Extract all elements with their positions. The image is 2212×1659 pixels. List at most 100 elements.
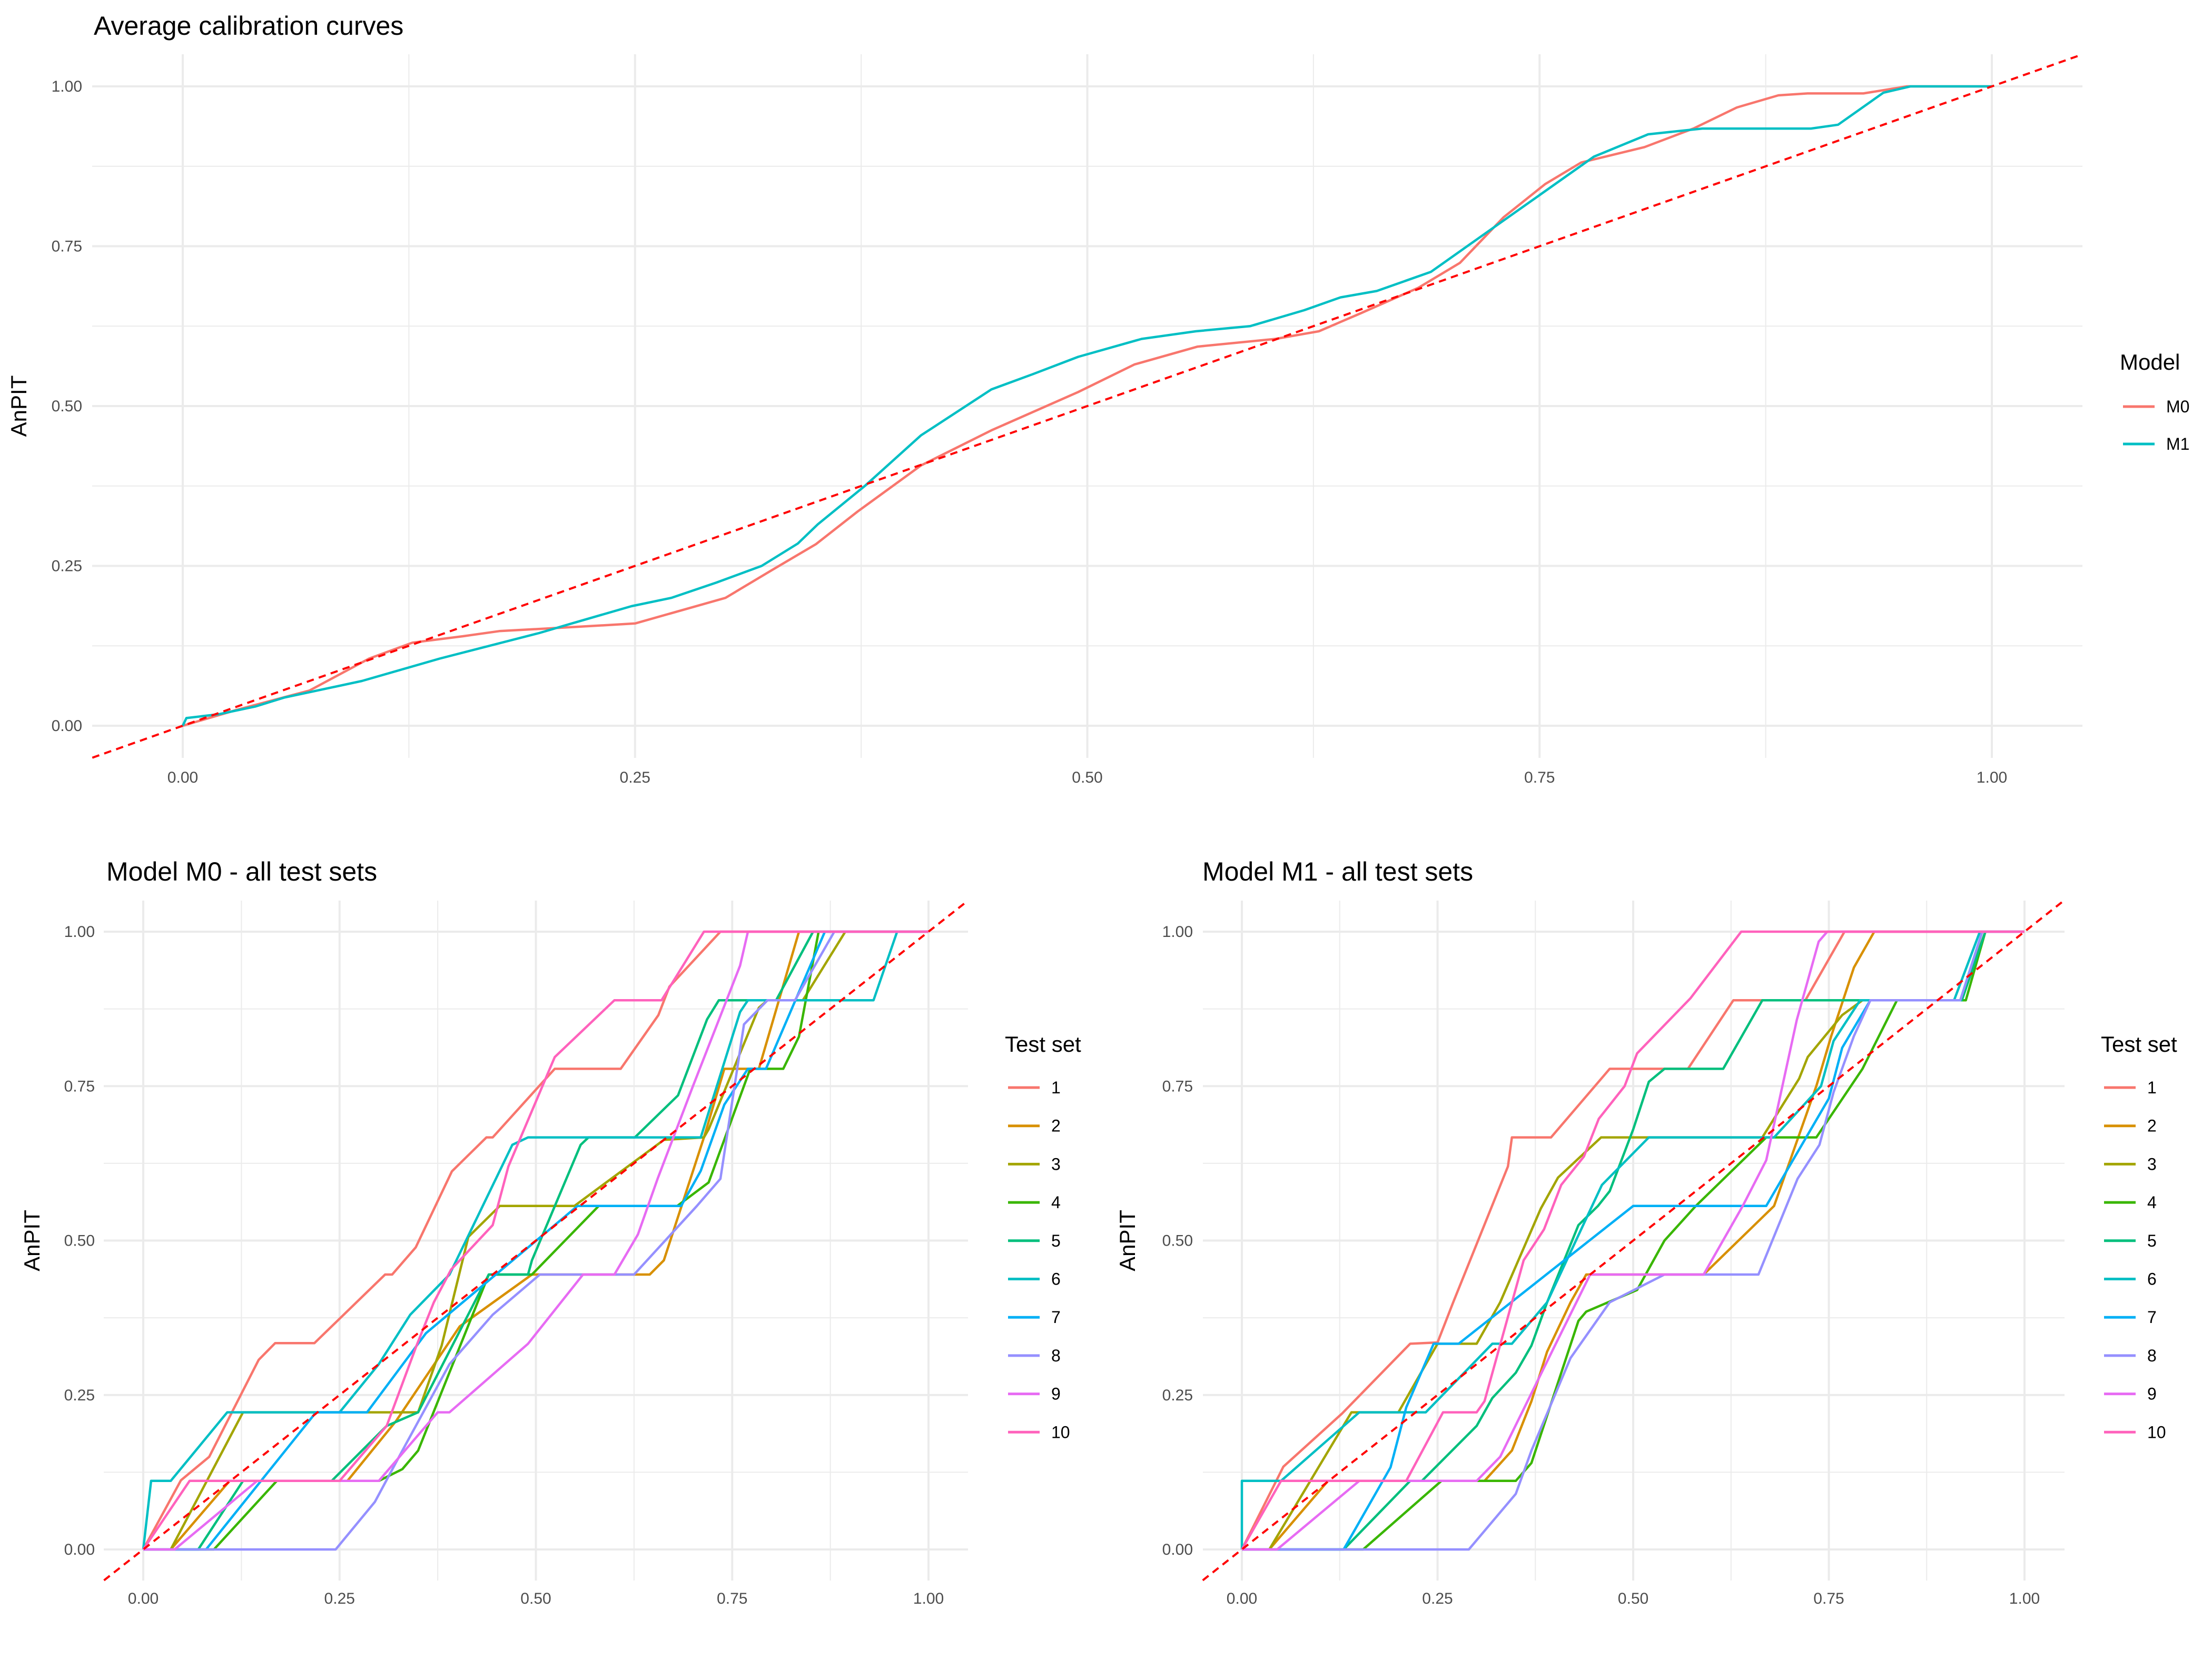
reference-diagonal-line [1202,900,2065,1582]
y-tick-label: 0.50 [1162,1232,1193,1250]
series-line-8 [143,930,929,1551]
y-tick-label: 0.75 [1162,1078,1193,1095]
legend-item: 2 [2104,1117,2157,1135]
legend-label: M0 [2166,397,2189,416]
y-tick-label: 0.75 [64,1078,95,1095]
legend-item: 3 [2104,1154,2157,1173]
legend-label: 4 [2147,1193,2157,1212]
reference-diagonal-line [103,900,969,1582]
legend-label: M1 [2166,434,2189,453]
y-axis-label: AnPIT [19,1210,44,1271]
legend-title: Test set [1005,1032,1081,1056]
x-tick-label: 0.25 [620,769,650,786]
reference-diagonal-line [92,53,2083,759]
x-tick-label: 0.75 [1524,769,1555,786]
legend-label: 1 [2147,1078,2157,1097]
legend-item: 4 [2104,1193,2157,1212]
legend-item: 6 [1008,1270,1061,1289]
y-tick-label: 0.25 [64,1387,95,1404]
legend-item: 6 [2104,1270,2157,1289]
legend: Test set 1 2 3 4 5 6 7 8 9 10 [2101,1032,2177,1441]
y-tick-label: 1.00 [52,78,82,95]
legend-item: M0 [2123,397,2189,416]
y-tick-label: 0.25 [1162,1387,1193,1404]
legend-item: 10 [1008,1423,1070,1441]
legend-item: 5 [2104,1231,2157,1250]
x-tick-label: 0.00 [128,1590,159,1607]
legend-label: 4 [1051,1193,1061,1212]
legend-label: 8 [2147,1346,2157,1365]
legend-label: 5 [1051,1231,1061,1250]
x-tick-label: 0.75 [1813,1590,1844,1607]
legend-title: Test set [2101,1032,2177,1056]
series-line-8 [1242,930,2025,1551]
y-tick-label: 0.50 [52,398,82,415]
series-line-6 [142,930,929,1550]
chart-title: Model M0 - all test sets [106,857,377,886]
legend-label: 10 [1051,1423,1070,1441]
legend-item: M1 [2123,434,2189,453]
y-tick-label: 1.00 [1162,923,1193,941]
y-tick-label: 0.00 [52,717,82,735]
series-line-1 [142,930,929,1551]
x-tick-label: 1.00 [2009,1590,2040,1607]
legend-item: 8 [2104,1346,2157,1365]
legend-label: 2 [2147,1117,2157,1135]
y-axis-label: AnPIT [6,376,31,437]
legend-label: 2 [1051,1117,1061,1135]
legend-item: 3 [1008,1154,1061,1173]
y-tick-label: 0.25 [52,558,82,575]
x-tick-label: 0.50 [1618,1590,1648,1607]
legend-item: 1 [2104,1078,2157,1097]
x-tick-label: 0.50 [520,1590,551,1607]
legend-title: Model [2120,350,2180,374]
x-tick-label: 0.25 [324,1590,355,1607]
legend-label: 10 [2147,1423,2166,1441]
y-axis-label: AnPIT [1115,1210,1140,1271]
legend-label: 6 [2147,1270,2157,1289]
legend-item: 9 [2104,1385,2157,1404]
legend-label: 1 [1051,1078,1061,1097]
y-tick-label: 0.00 [1162,1541,1193,1558]
chart-title: Average calibration curves [94,11,403,41]
model-m0-panel: 0.00 0.25 0.50 0.75 1.00 0.00 0.25 0.50 0.75 1.00… [19,857,1081,1607]
chart-title: Model M1 - all test sets [1202,857,1473,886]
legend-item: 7 [1008,1308,1061,1327]
y-tick-label: 0.75 [52,238,82,255]
legend-item: 2 [1008,1117,1061,1135]
legend-item: 5 [1008,1231,1061,1250]
legend-item: 4 [1008,1193,1061,1212]
legend-label: 7 [2147,1308,2157,1327]
x-tick-label: 0.25 [1422,1590,1453,1607]
legend-label: 6 [1051,1270,1061,1289]
x-tick-label: 1.00 [1977,769,2007,786]
y-tick-label: 1.00 [64,923,95,941]
legend-item: 8 [1008,1346,1061,1365]
legend-label: 7 [1051,1308,1061,1327]
legend: Test set 1 2 3 4 5 6 7 8 9 10 [1005,1032,1081,1441]
x-tick-label: 0.00 [167,769,198,786]
x-tick-label: 1.00 [913,1590,944,1607]
legend: Model M0 M1 [2120,350,2189,453]
legend-label: 9 [2147,1385,2157,1404]
series-line-7 [143,930,929,1551]
legend-label: 8 [1051,1346,1061,1365]
x-tick-label: 0.50 [1072,769,1102,786]
legend-label: 3 [2147,1154,2157,1173]
series-line-10 [142,930,929,1551]
legend-label: 3 [1051,1154,1061,1173]
series-line-m0 [182,85,1992,727]
legend-label: 9 [1051,1385,1061,1404]
x-tick-label: 0.75 [717,1590,747,1607]
y-tick-label: 0.00 [64,1541,95,1558]
x-tick-label: 0.00 [1227,1590,1257,1607]
legend-label: 5 [2147,1231,2157,1250]
model-m1-panel: 0.00 0.25 0.50 0.75 1.00 0.00 0.25 0.50 0.75 1.00… [1115,857,2177,1607]
series-line-10 [1241,930,2025,1551]
legend-item: 1 [1008,1078,1061,1097]
y-tick-label: 0.50 [64,1232,95,1250]
legend-item: 10 [2104,1423,2166,1441]
legend-item: 9 [1008,1385,1061,1404]
average-calibration-panel: 0.00 0.25 0.50 0.75 1.00 0.00 0.25 0.50 0.75 1.00… [6,11,2189,786]
